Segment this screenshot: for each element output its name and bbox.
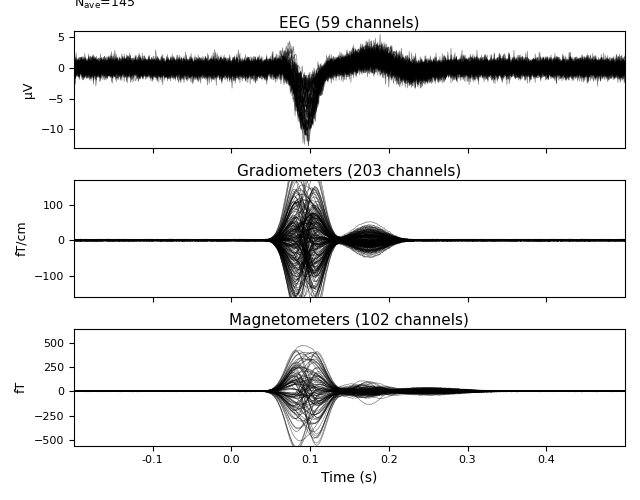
Y-axis label: fT/cm: fT/cm <box>15 220 28 256</box>
Title: EEG (59 channels): EEG (59 channels) <box>279 15 420 30</box>
Y-axis label: fT: fT <box>15 381 28 394</box>
Title: Gradiometers (203 channels): Gradiometers (203 channels) <box>237 164 461 179</box>
X-axis label: Time (s): Time (s) <box>321 471 378 485</box>
Title: Magnetometers (102 channels): Magnetometers (102 channels) <box>230 313 469 328</box>
Text: N$_{\rm ave}$=145: N$_{\rm ave}$=145 <box>74 0 135 11</box>
Y-axis label: μV: μV <box>22 82 35 98</box>
